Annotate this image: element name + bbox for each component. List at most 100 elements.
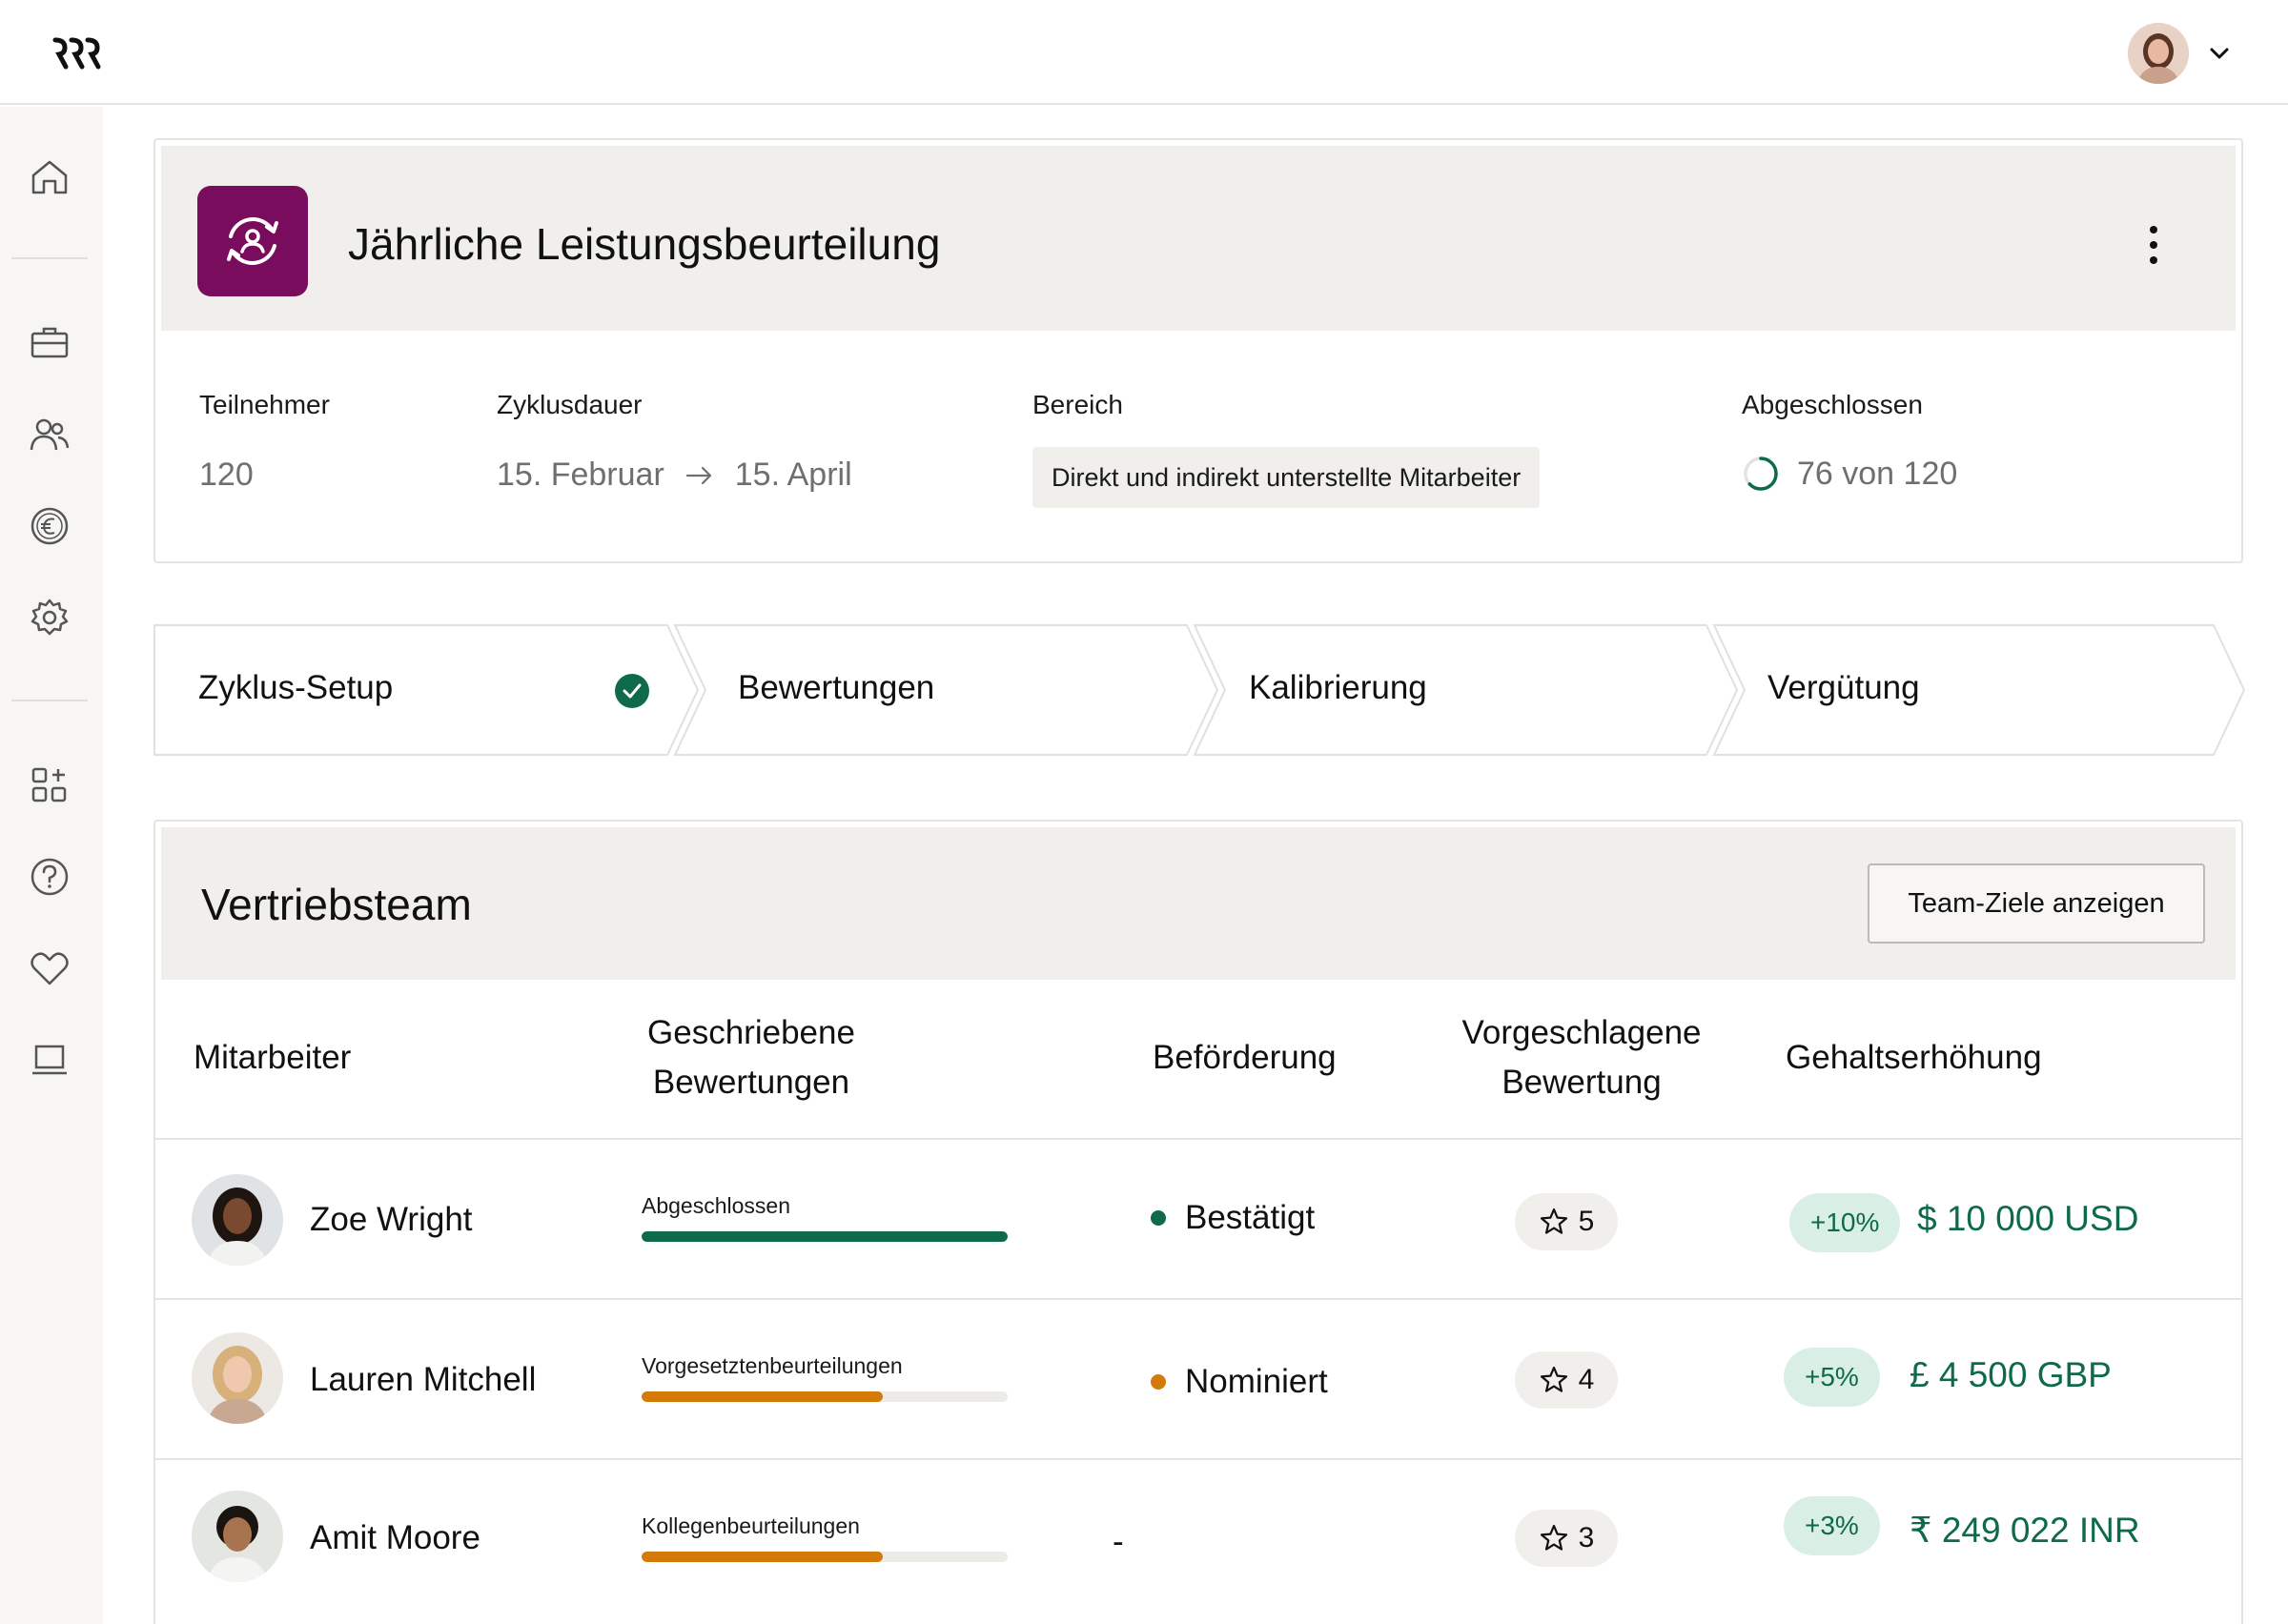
team-card: Vertriebsteam Team-Ziele anzeigen Mitarb… bbox=[153, 820, 2243, 1624]
duration-end: 15. April bbox=[734, 457, 852, 493]
table-row[interactable]: Amit Moore Kollegenbeurteilungen - 3 +3%… bbox=[155, 1458, 2241, 1624]
progress-fill bbox=[642, 1391, 884, 1402]
step-label: Zyklus-Setup bbox=[198, 669, 394, 706]
review-cycle-icon bbox=[227, 217, 278, 265]
step-cycle-setup[interactable]: Zyklus-Setup bbox=[153, 623, 686, 757]
progress-fill bbox=[642, 1552, 884, 1562]
raise-amount: $ 10 000 USD bbox=[1917, 1199, 2139, 1238]
promotion-label: Bestätigt bbox=[1185, 1199, 1316, 1236]
progress-label: Abgeschlossen bbox=[642, 1193, 790, 1218]
home-icon[interactable] bbox=[25, 152, 74, 202]
promotion-status: - bbox=[1113, 1523, 1124, 1561]
status-dot bbox=[1151, 1374, 1166, 1390]
promotion-label: - bbox=[1113, 1523, 1124, 1560]
column-header-line: Vorgeschlagene bbox=[1461, 1014, 1702, 1051]
column-header-employee: Mitarbeiter bbox=[194, 1039, 352, 1076]
rating-chip[interactable]: 3 bbox=[1515, 1510, 1618, 1567]
completed-label: Abgeschlossen bbox=[1742, 390, 1923, 419]
progress-fill bbox=[642, 1231, 1008, 1242]
column-header-line: Bewertungen bbox=[652, 1064, 850, 1101]
star-icon bbox=[1540, 1366, 1567, 1392]
column-header-written-reviews: Geschriebene Bewertungen bbox=[642, 1008, 861, 1107]
raise-amount: £ 4 500 GBP bbox=[1910, 1355, 2112, 1394]
participants-label: Teilnehmer bbox=[199, 390, 330, 419]
sidebar-divider bbox=[11, 700, 88, 701]
rating-chip[interactable]: 4 bbox=[1515, 1351, 1618, 1409]
avatar bbox=[192, 1491, 283, 1582]
step-calibration[interactable]: Kalibrierung bbox=[1201, 623, 1716, 757]
progress-label: Vorgesetztenbeurteilungen bbox=[642, 1353, 903, 1378]
progress-bar bbox=[642, 1552, 1008, 1562]
more-options-icon[interactable] bbox=[2144, 224, 2163, 266]
duration-start: 15. Februar bbox=[497, 457, 664, 493]
avatar bbox=[192, 1174, 283, 1266]
participants-count: 120 bbox=[199, 457, 254, 493]
rippling-logo[interactable] bbox=[51, 34, 103, 72]
sidebar bbox=[0, 107, 103, 1624]
column-header-promotion: Beförderung bbox=[1153, 1039, 1337, 1076]
euro-icon[interactable] bbox=[25, 501, 74, 551]
raise-percent-badge: +5% bbox=[1784, 1348, 1880, 1407]
progress-bar bbox=[642, 1231, 1008, 1242]
arrow-right-icon bbox=[685, 466, 711, 484]
laptop-icon[interactable] bbox=[25, 1035, 74, 1085]
briefcase-icon[interactable] bbox=[25, 318, 74, 368]
promotion-status: Bestätigt bbox=[1151, 1199, 1315, 1237]
step-label: Bewertungen bbox=[738, 669, 935, 706]
page-title: Jährliche Leistungsbeurteilung bbox=[348, 219, 941, 269]
completed-count: 76 von 120 bbox=[1797, 455, 1958, 492]
participants-value: 120 bbox=[199, 457, 254, 494]
table-row[interactable]: Lauren Mitchell Vorgesetztenbeurteilunge… bbox=[155, 1298, 2241, 1458]
duration-label: Zyklusdauer bbox=[497, 390, 643, 419]
top-bar bbox=[0, 0, 2288, 105]
raise-percent-badge: +3% bbox=[1784, 1496, 1880, 1555]
column-header-suggested-rating: Vorgeschlagene Bewertung bbox=[1448, 1008, 1715, 1107]
step-compensation[interactable]: Vergütung bbox=[1716, 623, 2231, 757]
apps-add-icon[interactable] bbox=[25, 761, 74, 810]
chevron-down-icon[interactable] bbox=[2206, 42, 2233, 65]
review-cycle-card: Jährliche Leistungsbeurteilung Teilnehme… bbox=[153, 138, 2243, 563]
team-title: Vertriebsteam bbox=[201, 880, 472, 929]
employee-name: Amit Moore bbox=[310, 1519, 480, 1556]
promotion-status: Nominiert bbox=[1151, 1363, 1328, 1401]
progress-bar bbox=[642, 1391, 1008, 1402]
scope-label: Bereich bbox=[1032, 390, 1123, 419]
completed-value: 76 von 120 bbox=[1742, 455, 1957, 493]
cycle-stepper: Zyklus-Setup Bewertungen Kalibrierung Ve… bbox=[153, 623, 2246, 757]
rating-chip[interactable]: 5 bbox=[1515, 1193, 1618, 1250]
check-circle-icon bbox=[615, 674, 649, 708]
star-icon bbox=[1540, 1524, 1567, 1551]
rating-value: 3 bbox=[1578, 1522, 1595, 1553]
raise-amount: ₹ 249 022 INR bbox=[1910, 1511, 2140, 1550]
table-row[interactable]: Zoe Wright Abgeschlossen Bestätigt 5 +10… bbox=[155, 1138, 2241, 1298]
column-header-line: Bewertung bbox=[1502, 1064, 1662, 1101]
employee-name: Lauren Mitchell bbox=[310, 1361, 537, 1398]
raise-percent-badge: +10% bbox=[1789, 1193, 1901, 1252]
gear-icon[interactable] bbox=[25, 593, 74, 642]
employee-name: Zoe Wright bbox=[310, 1201, 473, 1238]
scope-chip: Direkt und indirekt unterstellte Mitarbe… bbox=[1032, 447, 1541, 508]
column-header-raise: Gehaltserhöhung bbox=[1786, 1039, 2042, 1076]
rating-value: 5 bbox=[1578, 1206, 1595, 1237]
team-header: Vertriebsteam Team-Ziele anzeigen bbox=[161, 827, 2236, 980]
duration-value: 15. Februar 15. April bbox=[497, 457, 852, 494]
promotion-label: Nominiert bbox=[1185, 1363, 1328, 1400]
status-dot bbox=[1151, 1210, 1166, 1226]
star-icon bbox=[1540, 1208, 1567, 1234]
help-icon[interactable] bbox=[25, 852, 74, 902]
view-team-goals-button[interactable]: Team-Ziele anzeigen bbox=[1868, 863, 2205, 944]
stepper-shapes bbox=[153, 624, 2246, 756]
progress-ring-icon bbox=[1744, 457, 1778, 491]
cycle-badge bbox=[197, 186, 308, 296]
column-header-line: Geschriebene bbox=[647, 1014, 855, 1051]
sidebar-divider bbox=[11, 257, 88, 259]
cycle-header: Jährliche Leistungsbeurteilung bbox=[161, 146, 2236, 331]
user-avatar[interactable] bbox=[2128, 23, 2189, 84]
step-label: Vergütung bbox=[1767, 669, 1920, 706]
rating-value: 4 bbox=[1578, 1364, 1595, 1395]
step-reviews[interactable]: Bewertungen bbox=[686, 623, 1201, 757]
heart-icon[interactable] bbox=[25, 944, 74, 993]
progress-label: Kollegenbeurteilungen bbox=[642, 1513, 860, 1538]
people-icon[interactable] bbox=[25, 410, 74, 459]
step-label: Kalibrierung bbox=[1249, 669, 1427, 706]
